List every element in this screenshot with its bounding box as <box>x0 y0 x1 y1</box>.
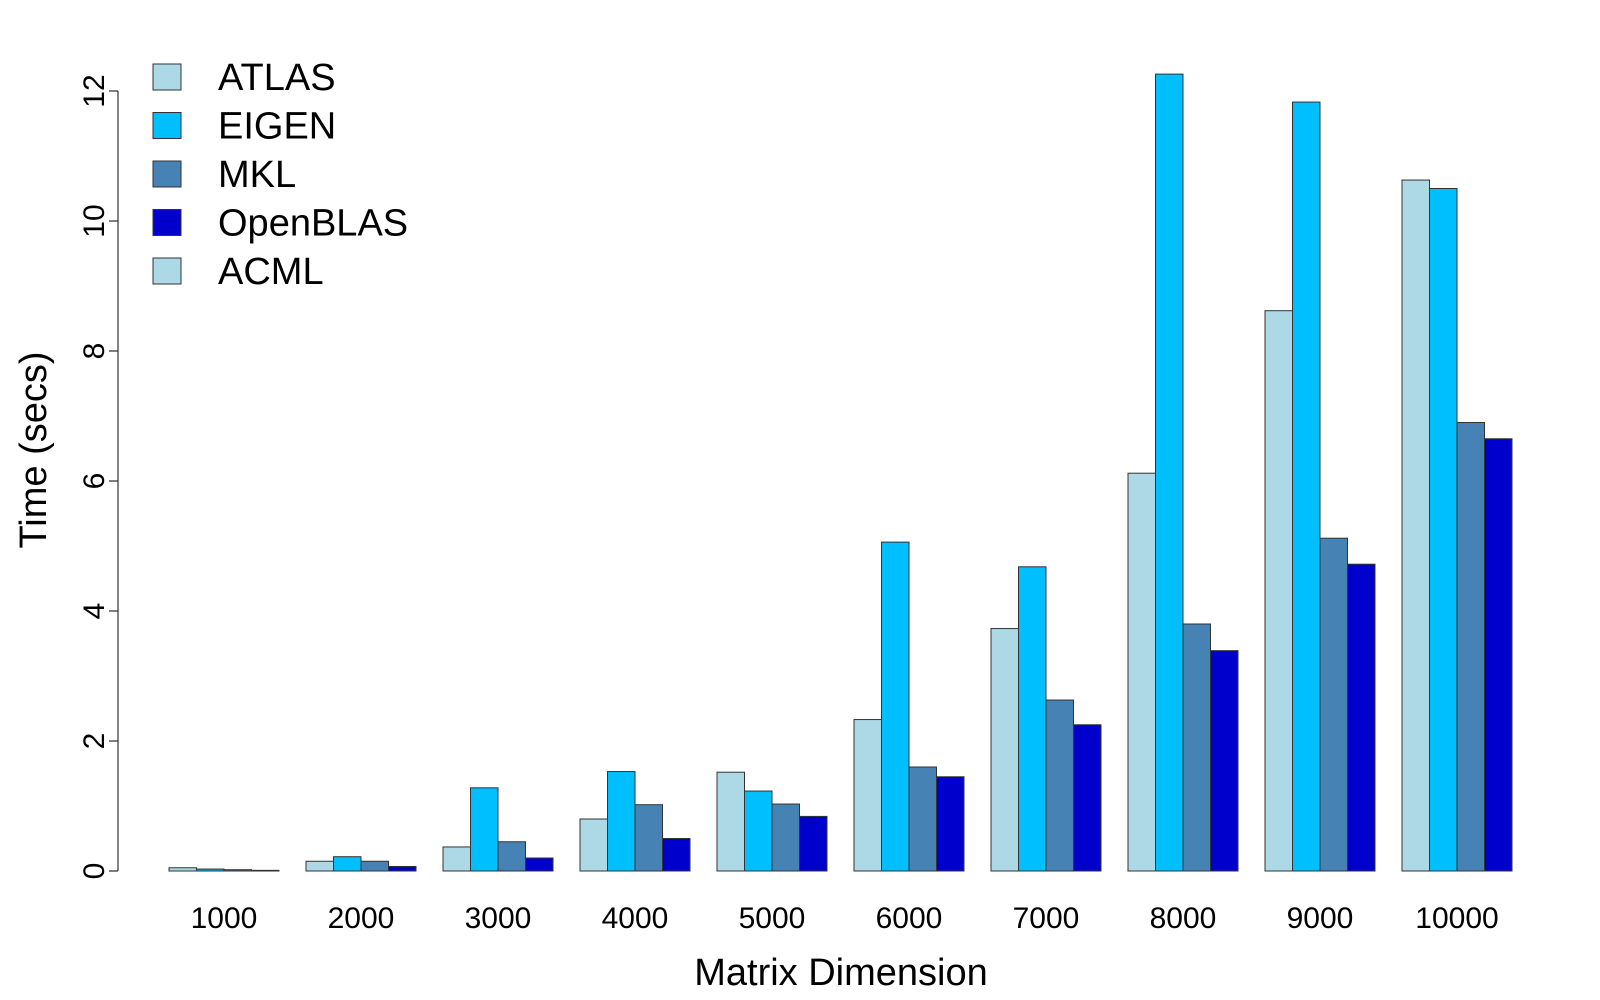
legend-swatch-openblas <box>152 209 182 236</box>
legend-swatch-eigen <box>152 112 182 139</box>
bar-openblas-8000 <box>1210 650 1239 872</box>
y-tick-label: 6 <box>78 473 111 490</box>
bar-eigen-7000 <box>1018 566 1047 872</box>
y-axis-title: Time (secs) <box>13 351 55 548</box>
legend-swatch-mkl <box>152 160 182 188</box>
bar-atlas-5000 <box>716 771 745 872</box>
y-tick-label: 10 <box>78 204 111 237</box>
bar-mkl-9000 <box>1319 537 1348 872</box>
bar-atlas-8000 <box>1127 472 1156 872</box>
x-tick-label: 8000 <box>1150 902 1217 935</box>
bar-atlas-7000 <box>990 628 1019 872</box>
bar-openblas-10000 <box>1484 438 1513 872</box>
bar-eigen-2000 <box>333 856 362 872</box>
legend-label-mkl: MKL <box>218 154 296 196</box>
legend-label-eigen: EIGEN <box>218 106 336 148</box>
bar-openblas-1000 <box>251 869 280 872</box>
y-tick-label: 2 <box>78 733 111 750</box>
legend-label-atlas: ATLAS <box>218 57 336 99</box>
bars-group <box>168 73 1513 872</box>
bar-openblas-2000 <box>388 865 417 872</box>
bar-openblas-5000 <box>799 815 828 872</box>
y-axis: 0 2 4 6 8 10 12 <box>78 74 119 880</box>
bar-eigen-4000 <box>607 771 636 872</box>
x-tick-label: 2000 <box>328 902 395 935</box>
bar-atlas-3000 <box>442 846 471 872</box>
x-tick-label: 3000 <box>465 902 532 935</box>
bar-eigen-9000 <box>1292 101 1321 872</box>
bar-eigen-10000 <box>1429 188 1458 872</box>
bar-atlas-6000 <box>853 719 882 872</box>
bar-eigen-3000 <box>470 787 499 872</box>
x-tick-label: 10000 <box>1415 902 1498 935</box>
legend-swatch-acml <box>152 257 182 285</box>
bar-openblas-9000 <box>1347 563 1376 872</box>
bar-mkl-6000 <box>908 766 937 872</box>
bar-mkl-7000 <box>1045 699 1074 872</box>
bar-mkl-5000 <box>771 803 800 872</box>
bar-mkl-10000 <box>1456 422 1485 872</box>
bar-mkl-1000 <box>223 869 252 872</box>
bar-atlas-4000 <box>579 818 608 872</box>
bar-mkl-3000 <box>497 841 526 872</box>
x-tick-label: 9000 <box>1287 902 1354 935</box>
bar-openblas-6000 <box>936 776 965 872</box>
x-axis-title: Matrix Dimension <box>694 952 988 994</box>
bar-atlas-10000 <box>1401 179 1430 872</box>
y-tick-label: 12 <box>78 74 111 107</box>
y-tick-label: 4 <box>78 603 111 620</box>
bar-openblas-4000 <box>662 838 691 872</box>
legend-swatch-atlas <box>152 63 182 91</box>
x-tick-label: 6000 <box>876 902 943 935</box>
x-tick-label: 4000 <box>602 902 669 935</box>
x-tick-labels: 1000 2000 3000 4000 5000 6000 7000 8000 9000 1000… <box>191 902 1499 935</box>
legend-label-openblas: OpenBLAS <box>218 203 408 245</box>
bar-eigen-5000 <box>744 790 773 872</box>
y-tick-label: 0 <box>78 863 111 880</box>
legend-label-acml: ACML <box>218 251 324 293</box>
bar-mkl-8000 <box>1182 623 1211 872</box>
y-axis-line <box>109 90 119 872</box>
x-tick-label: 5000 <box>739 902 806 935</box>
bar-atlas-2000 <box>305 860 334 872</box>
y-tick-label: 8 <box>78 343 111 360</box>
bar-eigen-6000 <box>881 541 910 872</box>
bar-openblas-7000 <box>1073 724 1102 872</box>
bar-openblas-3000 <box>525 857 554 872</box>
bar-mkl-2000 <box>360 860 389 872</box>
bar-atlas-9000 <box>1264 310 1293 872</box>
x-tick-label: 1000 <box>191 902 258 935</box>
bar-eigen-8000 <box>1155 73 1184 872</box>
x-tick-label: 7000 <box>1013 902 1080 935</box>
legend: ATLAS EIGEN MKL OpenBLAS ACML <box>152 57 408 293</box>
bar-atlas-1000 <box>168 867 197 872</box>
bar-mkl-4000 <box>634 804 663 872</box>
bar-eigen-1000 <box>196 868 225 872</box>
